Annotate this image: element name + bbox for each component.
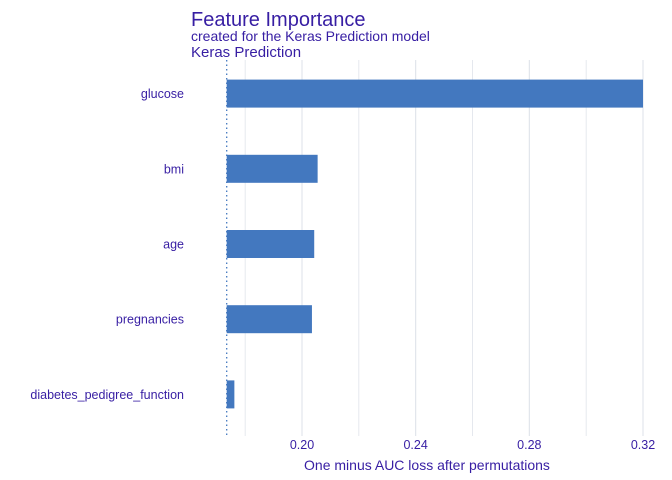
- y-label-age: age: [163, 238, 184, 252]
- facet-label: Keras Prediction: [191, 44, 301, 61]
- x-axis-ticks: 0.20 0.24 0.28 0.32: [290, 438, 655, 452]
- chart-subtitle: created for the Keras Prediction model: [191, 28, 430, 44]
- bar-pregnancies: [226, 305, 312, 334]
- y-axis-labels: glucose bmi age pregnancies diabetes_pedigre…: [30, 87, 184, 402]
- bar-diabetes_pedigree_function: [226, 380, 235, 409]
- x-tick-label: 0.24: [403, 438, 427, 452]
- bar-glucose: [226, 79, 643, 108]
- y-label-diabetes_pedigree_function: diabetes_pedigree_function: [30, 388, 184, 402]
- y-label-pregnancies: pregnancies: [116, 313, 184, 327]
- x-tick-label: 0.20: [290, 438, 314, 452]
- bar-bmi: [226, 154, 318, 183]
- bars: [226, 79, 643, 409]
- x-axis-title: One minus AUC loss after permutations: [304, 457, 550, 473]
- bar-age: [226, 230, 315, 258]
- x-tick-label: 0.28: [517, 438, 541, 452]
- x-tick-label: 0.32: [631, 438, 655, 452]
- y-label-glucose: glucose: [141, 87, 184, 101]
- y-label-bmi: bmi: [164, 162, 184, 176]
- chart-title: Feature Importance: [191, 9, 366, 31]
